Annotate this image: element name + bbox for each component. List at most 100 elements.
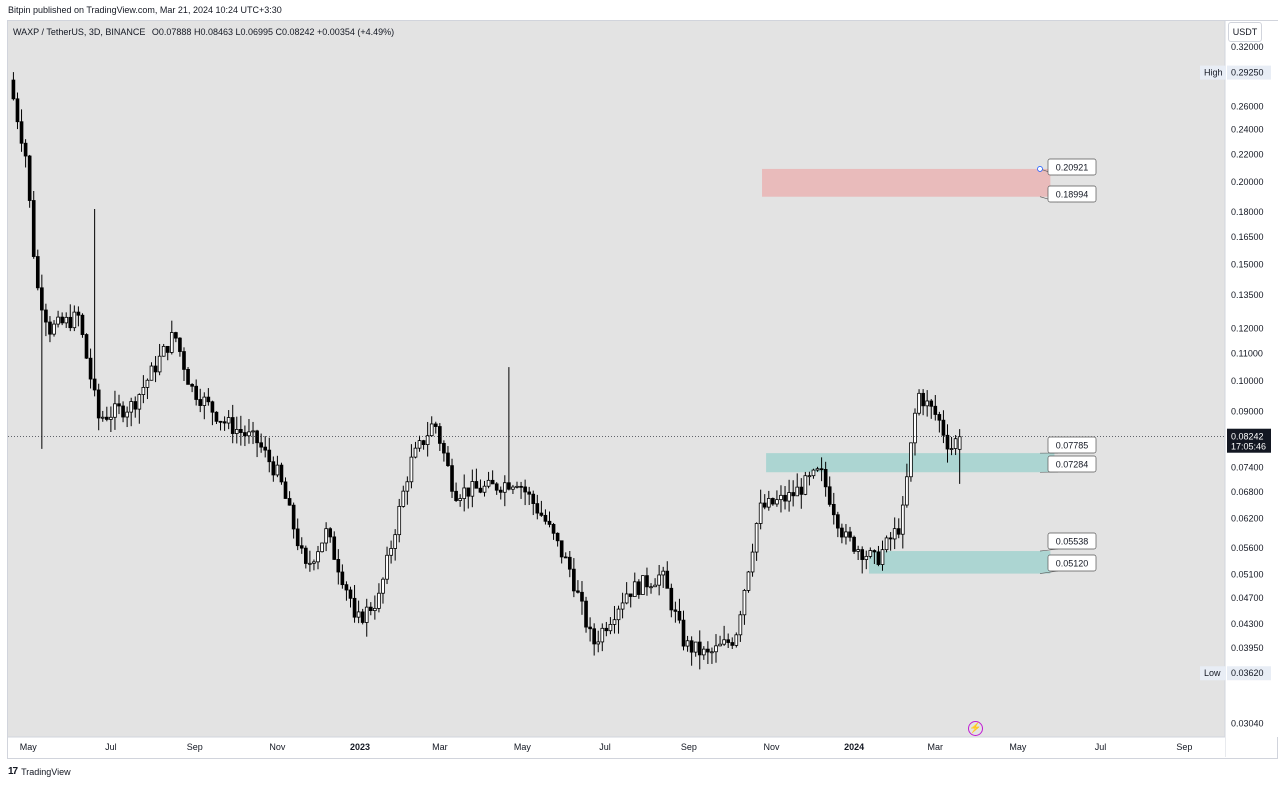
candle-body	[206, 396, 211, 403]
candle	[312, 559, 316, 571]
candle-body	[385, 554, 389, 580]
candle	[352, 585, 357, 623]
candle-body	[417, 440, 422, 449]
zone-label-box[interactable]	[1047, 554, 1097, 572]
lightning-icon[interactable]: ⚡	[968, 721, 983, 736]
candle-body	[486, 479, 491, 487]
candle-body	[840, 527, 844, 538]
candle	[661, 566, 666, 588]
candle	[377, 583, 381, 613]
candle-body	[421, 440, 426, 445]
zone-label-box[interactable]	[1047, 455, 1097, 473]
candle-body	[198, 399, 203, 406]
candle-body	[251, 430, 255, 433]
candle	[827, 476, 832, 507]
candle	[884, 535, 889, 553]
candle-body	[157, 355, 162, 373]
candle-body	[381, 578, 385, 594]
candle-body	[718, 643, 722, 647]
candle	[474, 468, 479, 489]
candle-body	[149, 365, 154, 381]
candle-body	[726, 639, 731, 643]
candle	[909, 442, 913, 482]
time-axis: May Jul Sep Nov 2023 Mar May Jul Sep Nov 2024 Mar Ma…	[8, 736, 1225, 757]
candle	[628, 593, 633, 608]
candle-body	[279, 464, 284, 483]
price-tick-label: 0.18000	[1231, 207, 1264, 217]
candle-body	[787, 492, 791, 502]
zone-label-box[interactable]	[1047, 436, 1097, 454]
candle-body	[295, 528, 300, 547]
candle	[864, 550, 869, 570]
candle	[72, 305, 77, 332]
currency-button[interactable]: USDT	[1228, 22, 1262, 42]
candle-body	[226, 417, 231, 424]
candle-body	[665, 570, 670, 589]
candle-body	[214, 411, 219, 422]
zone-label-box[interactable]	[1047, 185, 1097, 203]
candle-body	[344, 584, 349, 591]
candle-body	[48, 321, 52, 335]
candle	[129, 397, 134, 427]
candle	[807, 471, 812, 486]
price-tick-label: 0.05600	[1231, 543, 1264, 553]
candle-body	[174, 332, 178, 339]
candle	[799, 478, 804, 509]
price-tick-label: 0.05100	[1231, 570, 1264, 580]
candle	[121, 401, 125, 423]
candle-body	[551, 524, 556, 534]
zone-anchor-dot[interactable]	[1037, 166, 1043, 172]
candle-body	[100, 416, 105, 419]
candle-body	[287, 498, 292, 506]
candle	[48, 316, 52, 343]
zone-label-box[interactable]	[1047, 158, 1097, 176]
candle	[567, 550, 572, 578]
candle	[194, 379, 198, 406]
candle-body	[831, 503, 836, 516]
candle	[96, 383, 101, 431]
candle-body	[953, 438, 958, 449]
candle	[937, 411, 942, 433]
candle	[888, 532, 893, 551]
candle	[267, 437, 272, 473]
candle-body	[182, 351, 186, 370]
zone-label-box[interactable]	[1047, 532, 1097, 550]
candle	[19, 109, 24, 152]
candle	[860, 546, 865, 574]
candle-body	[913, 412, 917, 444]
support-zone-2[interactable]	[868, 551, 1051, 574]
zone-label-text: 0.05538	[1056, 537, 1089, 547]
candle	[803, 471, 808, 496]
candle-body	[628, 593, 633, 597]
candle	[393, 529, 397, 561]
candle	[169, 320, 174, 355]
candle	[856, 545, 860, 560]
candle	[56, 310, 60, 328]
resistance-zone-0[interactable]	[762, 168, 1051, 197]
candle-body	[896, 528, 901, 535]
candle-body	[547, 520, 552, 525]
candle-body	[117, 403, 121, 407]
candle	[714, 634, 718, 663]
candle	[64, 312, 69, 328]
candle	[584, 596, 588, 633]
candle-body	[490, 479, 495, 485]
candle	[632, 572, 637, 597]
candle	[917, 389, 921, 416]
time-tick-label: 2023	[350, 742, 370, 752]
candle-body	[880, 549, 885, 565]
candle-body	[624, 593, 629, 604]
candle-body	[884, 537, 889, 551]
candle-body	[283, 481, 288, 499]
candle-body	[933, 405, 938, 415]
candle	[470, 469, 475, 508]
candle	[848, 526, 852, 542]
price-tick-label: 0.13500	[1231, 290, 1264, 300]
candle	[945, 424, 950, 463]
candle-body	[40, 287, 44, 311]
time-tick-label: Sep	[187, 742, 203, 752]
candle-body	[576, 590, 580, 593]
candle	[649, 583, 653, 594]
candle	[535, 494, 540, 520]
